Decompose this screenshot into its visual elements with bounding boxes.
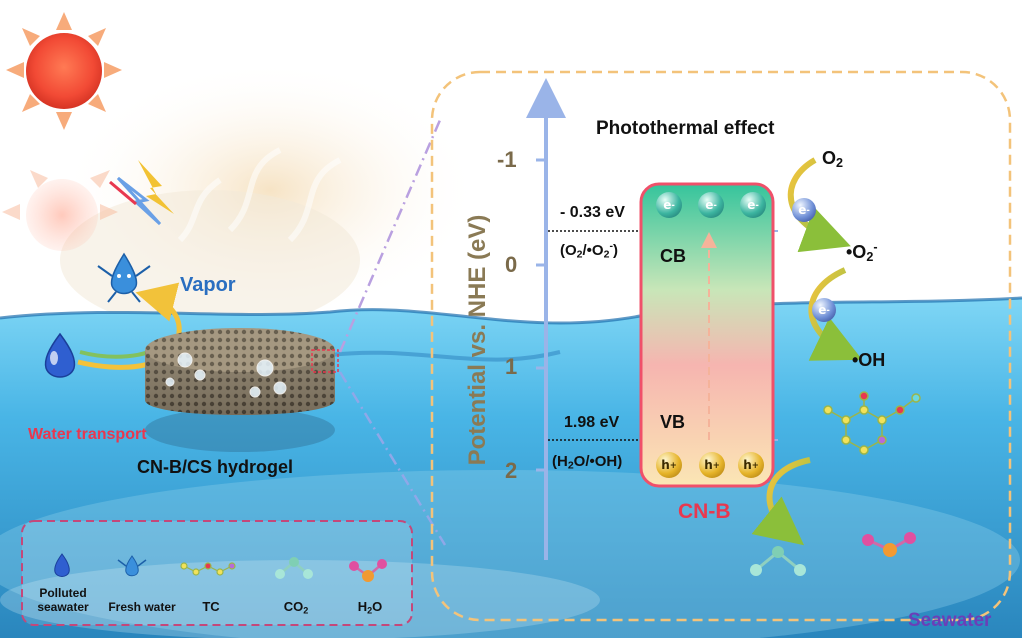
vb-label: VB	[660, 412, 686, 432]
co2-molecule-icon	[750, 546, 806, 576]
cb-value-label: - 0.33 eV	[560, 204, 625, 221]
electron-transfer-icon: e-	[792, 198, 816, 222]
legend-label-polluted-seawater: Polluted seawater	[37, 586, 89, 614]
tc-molecule-icon	[823, 391, 921, 455]
electron-icon: e-	[698, 192, 724, 218]
legend-tc-icon	[180, 562, 236, 576]
vb-value-label: 1.98 eV	[564, 414, 620, 431]
hole-icon: h +	[656, 452, 682, 478]
polluted-seawater-droplet-icon	[44, 332, 76, 378]
lightning-icon	[109, 160, 174, 226]
electron-icon: e-	[740, 192, 766, 218]
superoxide-label: •O2-	[846, 240, 878, 265]
o2-label: O2	[822, 148, 844, 171]
cb-label: CB	[660, 246, 686, 266]
cn-b-label: CN-B	[678, 500, 731, 523]
electron-transfer-icon: e-	[812, 298, 836, 322]
potential-axis-title: Potential vs. NHE (eV)	[464, 214, 491, 466]
hydrogel-disc	[145, 328, 339, 452]
legend-h2o-icon	[349, 559, 387, 582]
h2o-molecule-icon	[862, 532, 916, 557]
hole-icon: h +	[699, 452, 725, 478]
legend-label-tc: TC	[202, 599, 220, 614]
tick-label: 2	[505, 458, 518, 483]
seawater-label: Seawater	[908, 610, 992, 631]
tick-label: -1	[497, 147, 517, 172]
legend-label-h2o: H2O	[357, 599, 383, 616]
hydrogel-label: CN-B/CS hydrogel	[137, 457, 294, 477]
sun-faded-icon	[2, 170, 118, 251]
legend-fresh-water-icon	[117, 555, 147, 577]
tick-label: 1	[505, 354, 518, 379]
electron-icon: e-	[656, 192, 682, 218]
legend-label-fresh-water: Fresh water	[108, 600, 176, 614]
water-transport-label: Water transport	[28, 426, 147, 443]
tick-label: 0	[505, 252, 518, 277]
legend-co2-icon	[275, 557, 313, 579]
hole-icon: h +	[738, 452, 764, 478]
cn-b-band	[639, 182, 775, 488]
fresh-water-droplet-icon	[97, 252, 151, 303]
legend-polluted-seawater-icon	[54, 553, 70, 577]
diagram-title: Photothermal effect	[596, 118, 775, 139]
vb-couple-label: (H2O/•OH)	[552, 453, 623, 472]
cb-couple-label: (O2/•O2-)	[560, 240, 618, 261]
legend-label-co2: CO2	[283, 599, 309, 616]
vapor-label: Vapor	[180, 274, 236, 296]
hydroxyl-label: •OH	[852, 350, 886, 370]
sun-icon	[6, 12, 122, 130]
